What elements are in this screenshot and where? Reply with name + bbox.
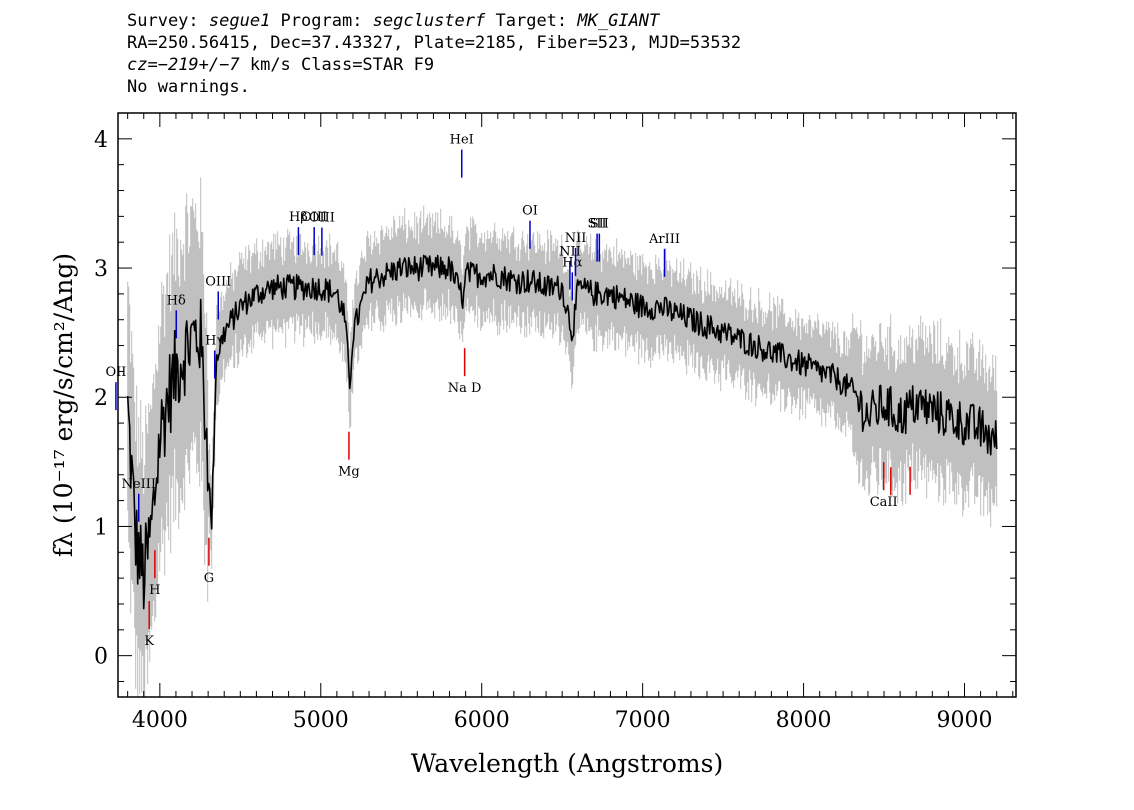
emission-line-label: SII <box>590 217 609 232</box>
flux-line <box>126 254 998 610</box>
target-label: Target: <box>485 11 578 31</box>
y-axis: 0 1 2 3 4 <box>94 128 1016 682</box>
emission-line-label: ArIII <box>648 232 680 247</box>
x-tick-label: 7000 <box>615 708 671 733</box>
x-tick-label: 5000 <box>293 708 349 733</box>
absorption-line-label: Na D <box>448 381 482 396</box>
cz-label: cz <box>127 55 148 75</box>
y-tick-label: 4 <box>94 128 108 153</box>
emission-line-label: HeI <box>450 133 474 148</box>
flux-series <box>126 254 998 610</box>
emission-line-label: Hα <box>562 255 582 270</box>
header-line-warnings: No warnings. <box>127 77 250 97</box>
header-line-coordinates: RA=250.56415, Dec=37.43327, Plate=2185, … <box>127 33 742 53</box>
emission-line-label: Hδ <box>167 293 186 308</box>
emission-line-label: OIII <box>205 274 231 289</box>
program-label: Program: <box>270 11 373 31</box>
y-tick-label: 0 <box>94 645 108 670</box>
emission-line-label: NII <box>565 231 587 246</box>
x-tick-label: 8000 <box>776 708 832 733</box>
spectral-line-markers: OIINeIIIHδHγOIIIHβOIIIOIIIHeIOINIIHαNIIS… <box>105 133 911 649</box>
emission-line-label: SII <box>588 217 607 232</box>
emission-line-label: Hβ <box>289 210 308 225</box>
spectrum-header: Survey: segue1 Program: segclusterf Targ… <box>127 10 741 98</box>
class-text: km/s Class=STAR F9 <box>239 55 435 75</box>
program-value: segclusterf <box>372 11 486 31</box>
y-tick-label: 1 <box>94 515 108 540</box>
emission-line-label: NeIII <box>122 477 156 492</box>
absorption-line-label: Mg <box>338 465 360 480</box>
header-line-survey: Survey: segue1 Program: segclusterf Targ… <box>127 10 741 32</box>
y-tick-label: 3 <box>94 257 108 282</box>
header-line-redshift: cz=−219+/−7 km/s Class=STAR F9 <box>127 54 741 76</box>
x-axis-title: Wavelength (Angstroms) <box>411 749 723 778</box>
y-tick-label: 2 <box>94 386 108 411</box>
emission-line-label: OIII <box>309 211 335 226</box>
survey-value: segue1 <box>208 11 271 31</box>
y-axis-title: fλ (10⁻¹⁷ erg/s/cm²/Ang) <box>49 253 78 557</box>
x-axis: 4000 5000 6000 7000 8000 9000 <box>127 113 1014 733</box>
emission-line-label: OI <box>522 204 538 219</box>
absorption-line-label: CaII <box>870 495 898 510</box>
survey-label: Survey: <box>127 11 209 31</box>
x-tick-label: 6000 <box>454 708 510 733</box>
target-value: MK_GIANT <box>577 11 660 31</box>
plot-frame <box>117 112 1017 698</box>
x-tick-label: 9000 <box>937 708 993 733</box>
cz-value: =−219+/−7 <box>147 55 240 75</box>
emission-line-label: Hγ <box>205 334 224 349</box>
x-tick-label: 4000 <box>132 708 188 733</box>
absorption-line-label: K <box>144 634 154 649</box>
absorption-line-label: G <box>204 571 214 586</box>
absorption-line-label: H <box>149 583 160 598</box>
emission-line-label: OIII <box>301 210 327 225</box>
emission-line-label: OII <box>105 365 126 380</box>
